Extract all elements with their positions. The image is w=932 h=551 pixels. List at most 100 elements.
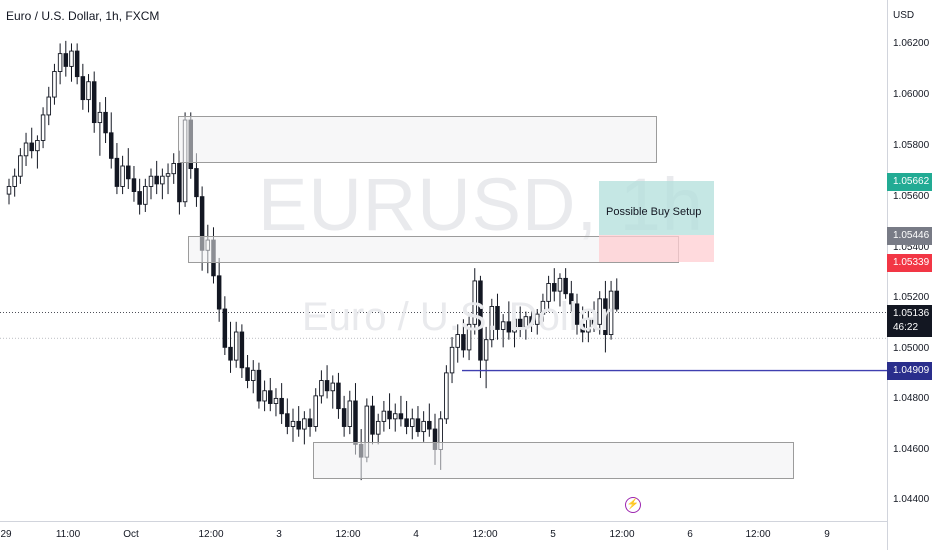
time-tick: 12:00 [745, 529, 771, 540]
target-price-tag: 1.05662 [887, 173, 932, 191]
bearish-candle [256, 369, 262, 402]
bullish-candle [597, 298, 602, 325]
bullish-candle [557, 277, 563, 292]
bullish-candle [250, 369, 256, 381]
bearish-candle [336, 382, 341, 410]
bullish-candle [466, 323, 472, 351]
bearish-candle [370, 405, 375, 435]
bullish-candle [330, 382, 336, 392]
bullish-candle [120, 165, 125, 187]
supply-zone-middle[interactable] [188, 236, 679, 263]
time-tick: 11:00 [55, 529, 81, 540]
bearish-candle [353, 400, 358, 445]
price-axis[interactable] [887, 0, 932, 550]
bullish-candle [273, 397, 279, 404]
bearish-candle [91, 81, 97, 124]
bearish-candle [137, 191, 142, 205]
bullish-candle [35, 140, 40, 152]
bearish-candle [506, 321, 512, 333]
bar-countdown: 46:22 [893, 322, 919, 333]
bullish-candle [40, 114, 46, 141]
bullish-candle [586, 318, 591, 333]
bearish-candle [177, 163, 182, 203]
lightning-icon[interactable]: ⚡ [625, 497, 641, 513]
bullish-candle [512, 318, 517, 333]
price-tick: 1.05800 [893, 140, 930, 151]
time-tick: 9 [824, 529, 830, 540]
time-tick: 12:00 [609, 529, 635, 540]
chart-plot-area[interactable]: EURUSD, 1h Euro / U.S. Dollar Possible B… [0, 0, 887, 521]
bearish-candle [154, 175, 159, 185]
demand-zone-lower[interactable] [313, 442, 794, 479]
time-tick: 12:00 [335, 529, 361, 540]
supply-zone-upper[interactable] [178, 116, 657, 163]
bearish-candle [495, 306, 500, 330]
bearish-candle [216, 275, 222, 310]
bullish-candle [262, 390, 267, 402]
bullish-candle [18, 155, 23, 177]
bullish-candle [500, 321, 506, 330]
time-tick: 12:00 [472, 529, 498, 540]
bearish-candle [296, 420, 301, 430]
price-chart[interactable] [0, 0, 887, 521]
long-position-profit-zone[interactable] [599, 181, 714, 235]
bullish-candle [290, 420, 296, 427]
bullish-candle [313, 395, 318, 427]
bullish-candle [6, 185, 12, 195]
bearish-candle [404, 418, 409, 427]
price-tick: 1.04400 [893, 494, 930, 505]
currency-label[interactable]: USD [893, 10, 915, 21]
price-tick: 1.04600 [893, 444, 930, 455]
bullish-candle [23, 142, 29, 157]
bullish-candle [347, 400, 353, 427]
bullish-candle [165, 173, 171, 177]
price-tick: 1.04800 [893, 393, 930, 404]
bullish-candle [392, 413, 398, 420]
bearish-candle [194, 168, 199, 198]
bullish-candle [52, 71, 57, 98]
bullish-candle [319, 380, 324, 397]
bullish-candle [421, 420, 426, 433]
bullish-candle [489, 306, 495, 341]
setup-label: Possible Buy Setup [606, 206, 702, 218]
bullish-candle [160, 175, 165, 185]
time-axis[interactable] [0, 521, 887, 551]
stop-price-tag: 1.05339 [887, 254, 932, 272]
bearish-candle [574, 303, 580, 325]
bearish-candle [114, 157, 120, 187]
bearish-candle [268, 390, 273, 404]
bearish-candle [29, 142, 34, 152]
time-tick: 5 [550, 529, 556, 540]
bullish-candle [449, 346, 455, 374]
price-tick: 1.05000 [893, 343, 930, 354]
bearish-candle [603, 298, 608, 336]
last-price-tag: 1.05136 46:22 [887, 305, 932, 337]
time-tick: Oct [123, 529, 139, 540]
bearish-candle [415, 418, 421, 433]
bearish-candle [478, 280, 483, 361]
bearish-candle [103, 111, 108, 134]
bearish-candle [517, 318, 523, 328]
bearish-candle [461, 334, 466, 351]
bullish-candle [483, 339, 489, 361]
time-tick: 29 [0, 529, 12, 540]
bullish-candle [171, 163, 176, 175]
time-tick: 4 [413, 529, 419, 540]
bullish-candle [46, 96, 52, 116]
bearish-candle [108, 132, 114, 159]
bullish-candle [143, 185, 148, 205]
price-tick: 1.05400 [893, 242, 930, 253]
chart-title[interactable]: Euro / U.S. Dollar, 1h, FXCM [6, 9, 160, 23]
long-position-stop-zone[interactable] [599, 235, 714, 262]
bullish-candle [410, 418, 415, 427]
bearish-candle [228, 346, 233, 361]
last-price-value: 1.05136 [893, 308, 930, 319]
bearish-candle [126, 165, 131, 180]
bearish-candle [569, 293, 574, 305]
bearish-candle [307, 418, 313, 427]
bearish-candle [552, 283, 557, 292]
bullish-candle [546, 283, 551, 302]
bearish-candle [341, 408, 347, 427]
bearish-candle [222, 308, 228, 348]
bullish-candle [381, 410, 387, 422]
